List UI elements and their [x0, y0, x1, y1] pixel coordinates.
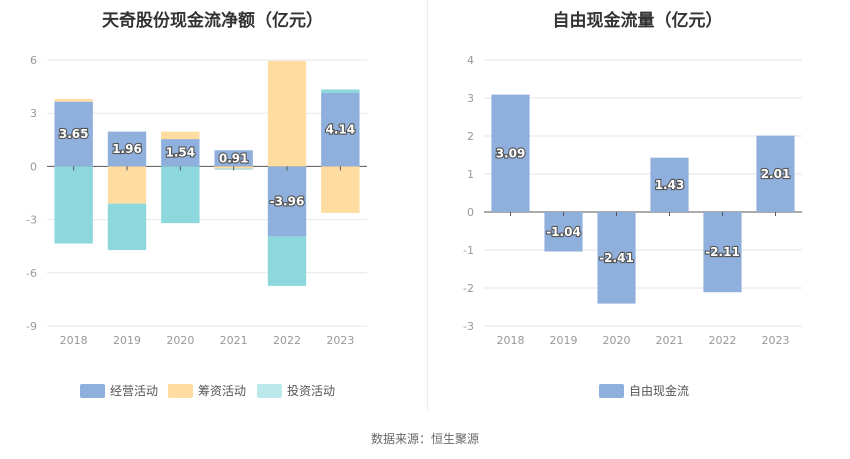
right-y-tick-label: 0 [467, 206, 474, 219]
left-bar-2020-s1[interactable] [161, 131, 200, 140]
left-data-label: -3.96 [270, 195, 305, 209]
right-y-tick-label: 4 [467, 54, 474, 67]
left-legend-label[interactable]: 筹资活动 [198, 384, 246, 398]
left-x-tick-label: 2020 [166, 334, 194, 347]
left-x-tick-label: 2019 [113, 334, 141, 347]
left-y-tick-label: 6 [30, 54, 37, 67]
right-x-tick-label: 2023 [762, 334, 790, 347]
left-bar-2023-s2[interactable] [321, 89, 360, 93]
left-data-label: 4.14 [326, 123, 356, 137]
left-legend-swatch[interactable] [80, 384, 105, 398]
right-y-tick-label: -1 [463, 244, 474, 257]
data-source-note: 数据来源：恒生聚源 [370, 432, 479, 446]
left-legend-label[interactable]: 经营活动 [110, 384, 158, 398]
left-bar-2022-s1[interactable] [267, 60, 307, 167]
left-chart-title: 天奇股份现金流净额（亿元） [102, 11, 323, 31]
panel-divider [427, 0, 428, 410]
right-x-tick-label: 2019 [550, 334, 578, 347]
left-bar-2018-s0[interactable] [54, 101, 93, 167]
right-bar-2018-s0[interactable] [491, 94, 530, 212]
right-bar-2021-s0[interactable] [650, 157, 689, 212]
left-x-tick-label: 2021 [220, 334, 248, 347]
left-legend-label[interactable]: 投资活动 [287, 383, 335, 398]
right-bar-2020-s0[interactable] [597, 212, 636, 304]
left-legend-swatch[interactable] [168, 384, 193, 398]
right-data-label: -2.41 [599, 251, 634, 265]
right-y-tick-label: 2 [467, 130, 474, 143]
right-x-tick-label: 2022 [709, 334, 737, 347]
left-bar-2019-s1[interactable] [107, 166, 147, 204]
left-legend-swatch[interactable] [257, 384, 282, 398]
right-data-label: 3.09 [496, 146, 526, 160]
left-bar-2023-s1[interactable] [321, 166, 360, 213]
right-legend-label[interactable]: 自由现金流 [629, 383, 689, 398]
left-bar-2021-s0[interactable] [214, 150, 253, 167]
left-data-label: 3.65 [59, 127, 89, 141]
left-bar-2018-s2[interactable] [54, 166, 93, 244]
right-bar-2022-s0[interactable] [703, 212, 742, 293]
left-bar-2023-s0[interactable] [321, 92, 360, 167]
right-y-tick-label: 3 [467, 92, 474, 105]
left-bar-2019-s2[interactable] [107, 203, 147, 251]
right-x-tick-label: 2020 [603, 334, 631, 347]
left-y-tick-label: -6 [26, 267, 37, 280]
left-bar-2018-s1[interactable] [54, 99, 93, 102]
right-y-tick-label: -2 [463, 282, 474, 295]
right-data-label: 1.43 [655, 178, 685, 192]
left-data-label: 1.96 [112, 142, 142, 156]
left-y-tick-label: -3 [26, 214, 37, 227]
left-data-label: 1.54 [166, 146, 196, 160]
left-y-tick-label: -9 [26, 320, 37, 333]
right-bar-2019-s0[interactable] [544, 212, 583, 252]
right-chart-title: 自由现金流量（亿元） [552, 11, 723, 31]
left-x-tick-label: 2018 [60, 334, 88, 347]
right-data-label: -2.11 [705, 245, 740, 259]
right-x-tick-label: 2021 [656, 334, 684, 347]
right-y-tick-label: 1 [467, 168, 474, 181]
left-y-tick-label: 3 [30, 107, 37, 120]
left-y-tick-label: 0 [30, 160, 37, 173]
left-bar-2022-s0[interactable] [267, 166, 307, 237]
right-y-tick-label: -3 [463, 320, 474, 333]
left-x-tick-label: 2023 [326, 334, 354, 347]
left-bar-2019-s0[interactable] [107, 131, 147, 167]
left-bar-2022-s2[interactable] [267, 236, 307, 286]
left-data-label: 0.91 [219, 151, 249, 165]
right-legend-swatch[interactable] [599, 384, 624, 398]
right-data-label: -1.04 [546, 225, 581, 239]
right-data-label: 2.01 [761, 167, 791, 181]
left-bar-2020-s2[interactable] [161, 166, 200, 224]
left-x-tick-label: 2022 [273, 334, 301, 347]
right-bar-2023-s0[interactable] [756, 135, 795, 212]
right-x-tick-label: 2018 [497, 334, 525, 347]
left-bar-2020-s0[interactable] [161, 139, 200, 167]
